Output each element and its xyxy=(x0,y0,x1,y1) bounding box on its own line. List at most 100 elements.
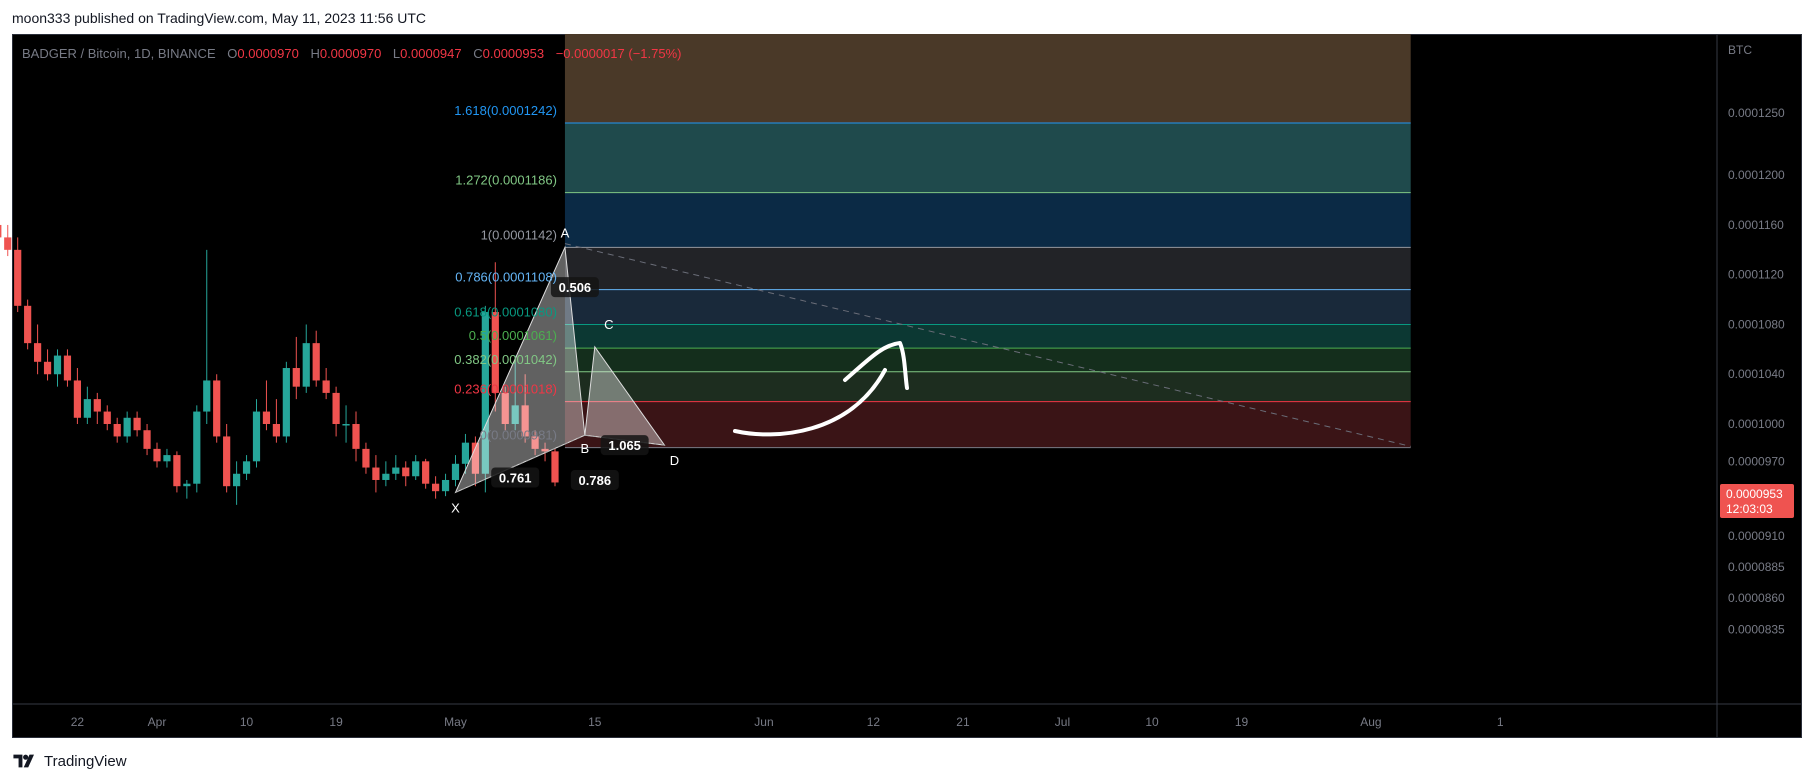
footer-brand: TradingView xyxy=(44,752,127,770)
fib-level-label: 0.786(0.0001108) xyxy=(455,270,557,285)
candle-body[interactable] xyxy=(461,442,470,464)
candle-body[interactable] xyxy=(491,312,499,393)
candle-body[interactable] xyxy=(551,451,559,483)
time-tick-label: 12 xyxy=(867,715,881,729)
candle-body[interactable] xyxy=(252,411,261,462)
candle-body[interactable] xyxy=(282,368,290,437)
fibonacci-labels: 1.618(0.0001242) 1.272(0.0001186) 1(0.0001… xyxy=(454,103,557,443)
candle-body[interactable] xyxy=(402,467,410,477)
candle-body[interactable] xyxy=(531,436,539,449)
fib-level-label: 1.618(0.0001242) xyxy=(454,103,557,118)
candle-body[interactable] xyxy=(193,411,201,484)
legend-close: 0.0000953 xyxy=(483,46,544,61)
candle-body[interactable] xyxy=(332,392,340,424)
candles[interactable] xyxy=(0,51,559,505)
candle-body[interactable] xyxy=(4,237,12,250)
candle-body[interactable] xyxy=(173,455,181,487)
candle-body[interactable] xyxy=(372,467,380,480)
fib-zone xyxy=(564,34,1411,123)
price-tick-label: 0.0001040 xyxy=(1728,367,1785,381)
time-tick-label: 1 xyxy=(1497,715,1504,729)
candle-body[interactable] xyxy=(292,368,300,387)
candle-body[interactable] xyxy=(511,405,519,424)
candle-body[interactable] xyxy=(73,380,81,418)
hand-drawn-arrow-icon xyxy=(733,341,909,437)
fib-zone xyxy=(564,192,1411,248)
time-tick-label: Apr xyxy=(148,715,167,729)
candle-body[interactable] xyxy=(93,399,101,412)
candle-body[interactable] xyxy=(312,343,320,381)
fib-level-label: 0(0.0000981) xyxy=(480,428,557,443)
price-tick-label: 0.0001080 xyxy=(1728,317,1785,331)
time-tick-label: May xyxy=(444,715,467,729)
trendline-line[interactable] xyxy=(564,243,1411,447)
candle-body[interactable] xyxy=(203,380,211,412)
fib-level-label: 0.382(0.0001042) xyxy=(454,352,557,367)
fib-zone xyxy=(564,371,1411,402)
candle-body[interactable] xyxy=(471,442,479,474)
candle-body[interactable] xyxy=(422,461,430,484)
candle-body[interactable] xyxy=(451,463,460,480)
candle-body[interactable] xyxy=(34,343,42,362)
publish-info: moon333 published on TradingView.com, Ma… xyxy=(12,10,427,26)
candle-body[interactable] xyxy=(541,448,549,452)
legend-open: 0.0000970 xyxy=(237,46,298,61)
candle-body[interactable] xyxy=(0,224,2,238)
candle-body[interactable] xyxy=(501,392,509,424)
candle-body[interactable] xyxy=(24,305,32,344)
harmonic-pattern[interactable]: X A B C D 0.506 0.761 0.786 1.065 xyxy=(451,225,679,515)
legend-change: −0.0000017 (−1.75%) xyxy=(556,46,682,61)
candle-body[interactable] xyxy=(362,448,370,468)
candle-body[interactable] xyxy=(123,417,131,437)
candle-body[interactable] xyxy=(432,483,440,492)
price-axis-currency: BTC xyxy=(1728,43,1752,57)
candle-body[interactable] xyxy=(242,461,251,474)
pattern-point-label: A xyxy=(561,225,570,240)
candle-body[interactable] xyxy=(392,467,400,474)
candle-body[interactable] xyxy=(481,312,489,474)
candle-body[interactable] xyxy=(272,424,280,437)
candle-body[interactable] xyxy=(213,380,221,437)
candle-body[interactable] xyxy=(14,249,22,306)
pattern-ratio-box xyxy=(491,467,540,488)
candle-body[interactable] xyxy=(143,430,151,449)
candle-body[interactable] xyxy=(83,399,91,418)
pattern-ratio-box xyxy=(600,435,649,456)
candle-body[interactable] xyxy=(233,473,241,487)
candle-body[interactable] xyxy=(342,424,350,426)
tradingview-logo-icon xyxy=(13,754,34,768)
candle-body[interactable] xyxy=(521,405,529,437)
candle-body[interactable] xyxy=(43,361,52,375)
candle-body[interactable] xyxy=(382,473,390,480)
time-tick-label: 19 xyxy=(1235,715,1249,729)
candle-body[interactable] xyxy=(133,417,141,431)
fib-zone xyxy=(564,401,1411,448)
candle-body[interactable] xyxy=(352,424,360,449)
candle-body[interactable] xyxy=(113,424,121,437)
candle-body[interactable] xyxy=(223,436,231,487)
candle-body[interactable] xyxy=(183,483,191,487)
candle-body[interactable] xyxy=(441,479,450,492)
time-tick-label: Aug xyxy=(1360,715,1381,729)
price-tick-label: 0.0001250 xyxy=(1728,106,1785,120)
candle-body[interactable] xyxy=(53,355,62,375)
fib-level-label: 1.272(0.0001186) xyxy=(455,173,557,188)
candle-body[interactable] xyxy=(163,455,171,462)
fib-level-label: 0.236(0.0001018) xyxy=(454,382,557,397)
candle-body[interactable] xyxy=(153,448,161,462)
fib-level-label: 0.5(0.0001061) xyxy=(469,328,557,343)
time-axis[interactable]: 22 Apr 10 19 May 15 Jun 12 21 Jul 10 19 Aug 1 xyxy=(71,715,1504,729)
price-axis[interactable]: 0.0001250 0.0001200 0.0001160 0.0001120 0.00… xyxy=(1728,106,1785,636)
time-tick-label: 15 xyxy=(588,715,602,729)
candle-body[interactable] xyxy=(302,343,310,387)
candle-body[interactable] xyxy=(103,411,111,424)
candle-body[interactable] xyxy=(322,380,330,393)
candle-body[interactable] xyxy=(412,461,420,477)
bar-countdown: 12:03:03 xyxy=(1726,502,1773,516)
pattern-ratio-label: 1.065 xyxy=(608,438,641,453)
last-price-value: 0.0000953 xyxy=(1726,487,1783,501)
candle-body[interactable] xyxy=(63,355,72,381)
pattern-ratio-box xyxy=(550,277,599,298)
candle-body[interactable] xyxy=(262,411,271,424)
